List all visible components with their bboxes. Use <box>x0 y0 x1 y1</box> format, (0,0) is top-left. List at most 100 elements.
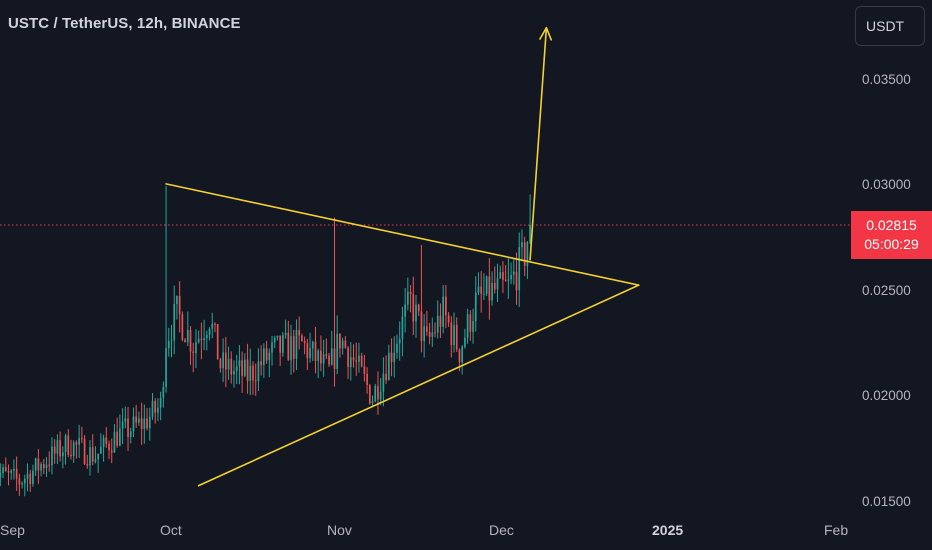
candle <box>170 324 173 358</box>
candle <box>173 285 176 355</box>
candle <box>132 407 135 438</box>
candle <box>377 371 379 415</box>
candle <box>186 311 189 347</box>
candle <box>393 336 396 378</box>
candle <box>523 236 526 277</box>
candle <box>61 446 64 469</box>
candle <box>189 326 192 365</box>
candle <box>358 342 360 373</box>
candle <box>238 345 241 385</box>
candle <box>178 281 181 333</box>
candle <box>235 354 238 384</box>
candle <box>518 232 521 307</box>
currency-button[interactable]: USDT <box>855 6 925 46</box>
candle <box>442 284 445 334</box>
candle <box>436 300 439 339</box>
candle <box>469 310 472 341</box>
candle <box>121 408 124 445</box>
candle <box>64 433 67 465</box>
candle <box>347 345 349 379</box>
x-tick-label: Dec <box>489 522 514 538</box>
candle <box>105 427 108 448</box>
candle <box>344 336 347 349</box>
candle <box>154 398 157 424</box>
candle <box>385 355 387 384</box>
candle <box>4 457 7 472</box>
candle <box>129 427 132 444</box>
candle <box>45 456 48 477</box>
x-tick-label: 2025 <box>652 522 684 538</box>
current-price-tag: 0.02815 05:00:29 <box>851 211 932 260</box>
candle <box>192 342 195 373</box>
candle <box>382 357 385 407</box>
candle <box>70 439 72 460</box>
candle <box>233 360 235 388</box>
candle <box>214 322 216 333</box>
current-price-value: 0.02815 <box>866 217 917 234</box>
candle <box>26 463 29 492</box>
candle <box>464 328 466 349</box>
y-tick-label: 0.03000 <box>862 177 911 192</box>
candle <box>127 407 129 451</box>
candle <box>439 303 442 338</box>
candle <box>140 402 143 445</box>
y-tick-label: 0.02000 <box>862 388 911 403</box>
candle <box>423 314 425 358</box>
candle <box>284 319 287 339</box>
candle <box>366 367 368 394</box>
candle <box>371 395 374 407</box>
candle <box>404 287 406 333</box>
candle <box>83 435 86 466</box>
candle <box>271 335 273 366</box>
candle <box>51 437 53 475</box>
candle <box>415 295 417 338</box>
breakout-arrow[interactable] <box>529 26 553 261</box>
candle <box>390 338 393 377</box>
y-tick-label: 0.02500 <box>862 282 911 298</box>
candle <box>379 377 382 406</box>
candle <box>200 322 203 360</box>
descending-trendline[interactable] <box>165 183 640 286</box>
candle <box>219 357 222 373</box>
candle-countdown: 05:00:29 <box>864 236 919 253</box>
candle <box>496 263 499 302</box>
candle <box>407 277 409 311</box>
candle <box>477 272 480 296</box>
x-tick-label: Nov <box>327 522 352 538</box>
candle <box>409 285 412 313</box>
candle <box>86 454 89 469</box>
arrow-head <box>539 26 553 41</box>
candle <box>78 424 80 459</box>
candle <box>504 265 507 282</box>
candle <box>276 335 279 341</box>
candle <box>499 265 502 279</box>
candle <box>431 317 434 347</box>
candle <box>287 320 290 361</box>
candle <box>339 333 341 358</box>
candle <box>265 341 268 364</box>
candle <box>311 340 314 362</box>
candle <box>110 438 113 464</box>
candle <box>100 433 102 455</box>
candle <box>374 383 377 403</box>
candle <box>203 319 205 351</box>
candle <box>165 186 167 393</box>
candle <box>254 363 257 396</box>
candle <box>246 343 249 394</box>
drawings-layer[interactable] <box>165 26 640 487</box>
candle <box>341 337 344 355</box>
candle <box>396 334 398 359</box>
y-tick-label: 0.01500 <box>862 493 911 509</box>
candle <box>387 344 390 381</box>
ascending-trendline[interactable] <box>197 284 640 487</box>
candle <box>488 258 491 320</box>
candle <box>363 354 366 382</box>
candle <box>15 456 18 491</box>
candle <box>455 317 458 352</box>
candle <box>301 333 303 342</box>
candle <box>328 352 330 367</box>
candle <box>273 335 276 349</box>
candle <box>13 459 15 480</box>
